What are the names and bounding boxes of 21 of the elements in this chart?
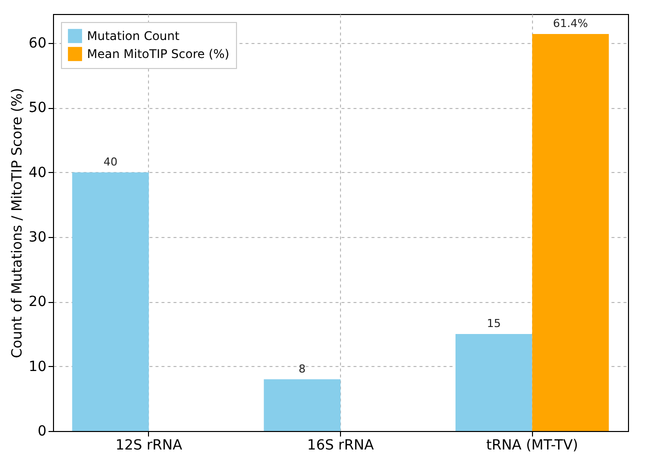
y-axis-title: Count of Mutations / MitoTIP Score (%) bbox=[10, 88, 26, 358]
bar bbox=[456, 334, 532, 431]
y-tick-label: 30 bbox=[28, 230, 46, 246]
bar bbox=[532, 34, 609, 431]
data-label: 8 bbox=[298, 362, 306, 376]
y-tick-label: 50 bbox=[28, 100, 46, 116]
bar bbox=[72, 172, 149, 431]
x-tick-label: 16S rRNA bbox=[307, 438, 374, 454]
legend-label: Mutation Count bbox=[87, 29, 180, 43]
x-tick-label: tRNA (MT-TV) bbox=[486, 438, 578, 454]
data-label: 40 bbox=[104, 155, 118, 168]
legend-label: Mean MitoTIP Score (%) bbox=[87, 47, 230, 61]
y-tick-label: 40 bbox=[28, 164, 46, 181]
y-tick-label: 20 bbox=[28, 294, 46, 310]
y-tick-label: 10 bbox=[28, 358, 46, 375]
data-label: 15 bbox=[486, 317, 501, 330]
y-tick-label: 60 bbox=[28, 36, 46, 52]
bar bbox=[264, 379, 340, 431]
data-label: 61.4% bbox=[553, 17, 588, 30]
y-tick-label: 0 bbox=[38, 424, 46, 440]
x-tick-label: 12S rRNA bbox=[115, 438, 183, 454]
